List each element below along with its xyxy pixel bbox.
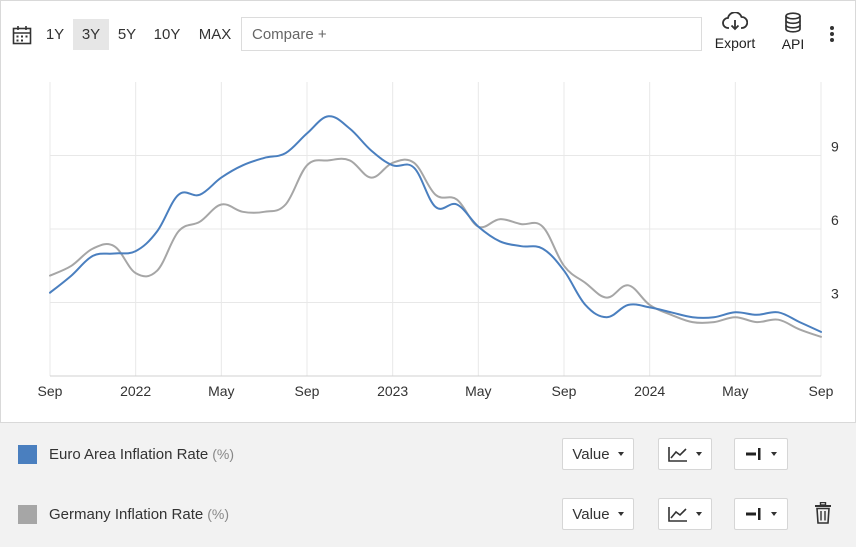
range-button-3y[interactable]: 3Y bbox=[73, 19, 109, 50]
series-color-swatch[interactable] bbox=[18, 445, 37, 464]
x-tick-label-9: Sep bbox=[809, 383, 834, 399]
x-tick-label-6: Sep bbox=[552, 383, 577, 399]
x-tick-label-8: May bbox=[722, 383, 748, 399]
range-button-5y[interactable]: 5Y bbox=[117, 26, 137, 43]
value-dropdown[interactable]: Value bbox=[562, 438, 634, 470]
axis-position-dropdown[interactable] bbox=[734, 498, 788, 530]
series-color-swatch[interactable] bbox=[18, 505, 37, 524]
line-chart: Sep 2022 May Sep 2023 May Sep 2024 May Sep 3 6 9 bbox=[38, 82, 839, 399]
export-label: Export bbox=[714, 35, 756, 51]
legend-row-germany: Germany Inflation Rate (%) Value bbox=[0, 494, 856, 534]
axis-right-icon bbox=[746, 508, 761, 520]
y-tick-label-2: 9 bbox=[831, 139, 839, 155]
y-axis-ticks: 3 6 9 bbox=[831, 139, 839, 302]
series-label: Euro Area Inflation Rate (%) bbox=[49, 446, 234, 463]
axis-right-icon bbox=[746, 448, 761, 460]
x-tick-label-2: May bbox=[208, 383, 234, 399]
range-button-10y[interactable]: 10Y bbox=[153, 26, 181, 43]
grid-lines bbox=[49, 82, 822, 377]
trash-icon[interactable] bbox=[814, 502, 832, 524]
kebab-menu-icon[interactable] bbox=[825, 26, 839, 44]
series-line-germany-inflation-rate bbox=[49, 157, 822, 338]
toolbar: 1Y 3Y 5Y 10Y MAX Export API bbox=[0, 0, 856, 70]
database-icon bbox=[785, 12, 801, 33]
caret-down-icon bbox=[617, 512, 624, 516]
range-button-1y[interactable]: 1Y bbox=[45, 26, 65, 43]
caret-down-icon bbox=[617, 452, 624, 456]
compare-input[interactable] bbox=[241, 17, 702, 51]
api-label: API bbox=[781, 36, 805, 52]
x-axis-ticks: Sep 2022 May Sep 2023 May Sep 2024 May Sep bbox=[38, 383, 834, 399]
chart-type-dropdown[interactable] bbox=[658, 498, 712, 530]
value-dropdown-label: Value bbox=[572, 505, 610, 523]
x-tick-label-3: Sep bbox=[295, 383, 320, 399]
range-button-max[interactable]: MAX bbox=[198, 26, 232, 43]
calendar-icon[interactable] bbox=[12, 25, 32, 45]
x-tick-label-4: 2023 bbox=[377, 383, 408, 399]
caret-down-icon bbox=[771, 452, 777, 456]
x-tick-label-1: 2022 bbox=[120, 383, 151, 399]
legend-panel: Euro Area Inflation Rate (%) Value German… bbox=[0, 422, 856, 547]
caret-down-icon bbox=[771, 512, 777, 516]
x-tick-label-5: May bbox=[465, 383, 491, 399]
series-name: Euro Area Inflation Rate bbox=[49, 446, 209, 463]
x-tick-label-7: 2024 bbox=[634, 383, 665, 399]
x-tick-label-0: Sep bbox=[38, 383, 63, 399]
chart-type-dropdown[interactable] bbox=[658, 438, 712, 470]
cloud-download-icon bbox=[722, 12, 748, 31]
series-line-euro-area-inflation-rate bbox=[49, 115, 822, 333]
value-dropdown[interactable]: Value bbox=[562, 498, 634, 530]
series-unit: (%) bbox=[207, 506, 230, 522]
api-button[interactable]: API bbox=[774, 12, 812, 52]
series-name: Germany Inflation Rate bbox=[49, 506, 204, 523]
y-tick-label-1: 6 bbox=[831, 212, 839, 228]
caret-down-icon bbox=[696, 512, 702, 516]
y-tick-label-0: 3 bbox=[831, 286, 839, 302]
series-unit: (%) bbox=[212, 446, 235, 462]
line-chart-icon bbox=[668, 507, 687, 522]
axis-position-dropdown[interactable] bbox=[734, 438, 788, 470]
line-chart-icon bbox=[668, 447, 687, 462]
series-label: Germany Inflation Rate (%) bbox=[49, 506, 229, 523]
caret-down-icon bbox=[696, 452, 702, 456]
series-layer bbox=[49, 115, 822, 338]
export-button[interactable]: Export bbox=[708, 12, 762, 51]
legend-row-euro-area: Euro Area Inflation Rate (%) Value bbox=[0, 434, 856, 474]
value-dropdown-label: Value bbox=[572, 445, 610, 463]
